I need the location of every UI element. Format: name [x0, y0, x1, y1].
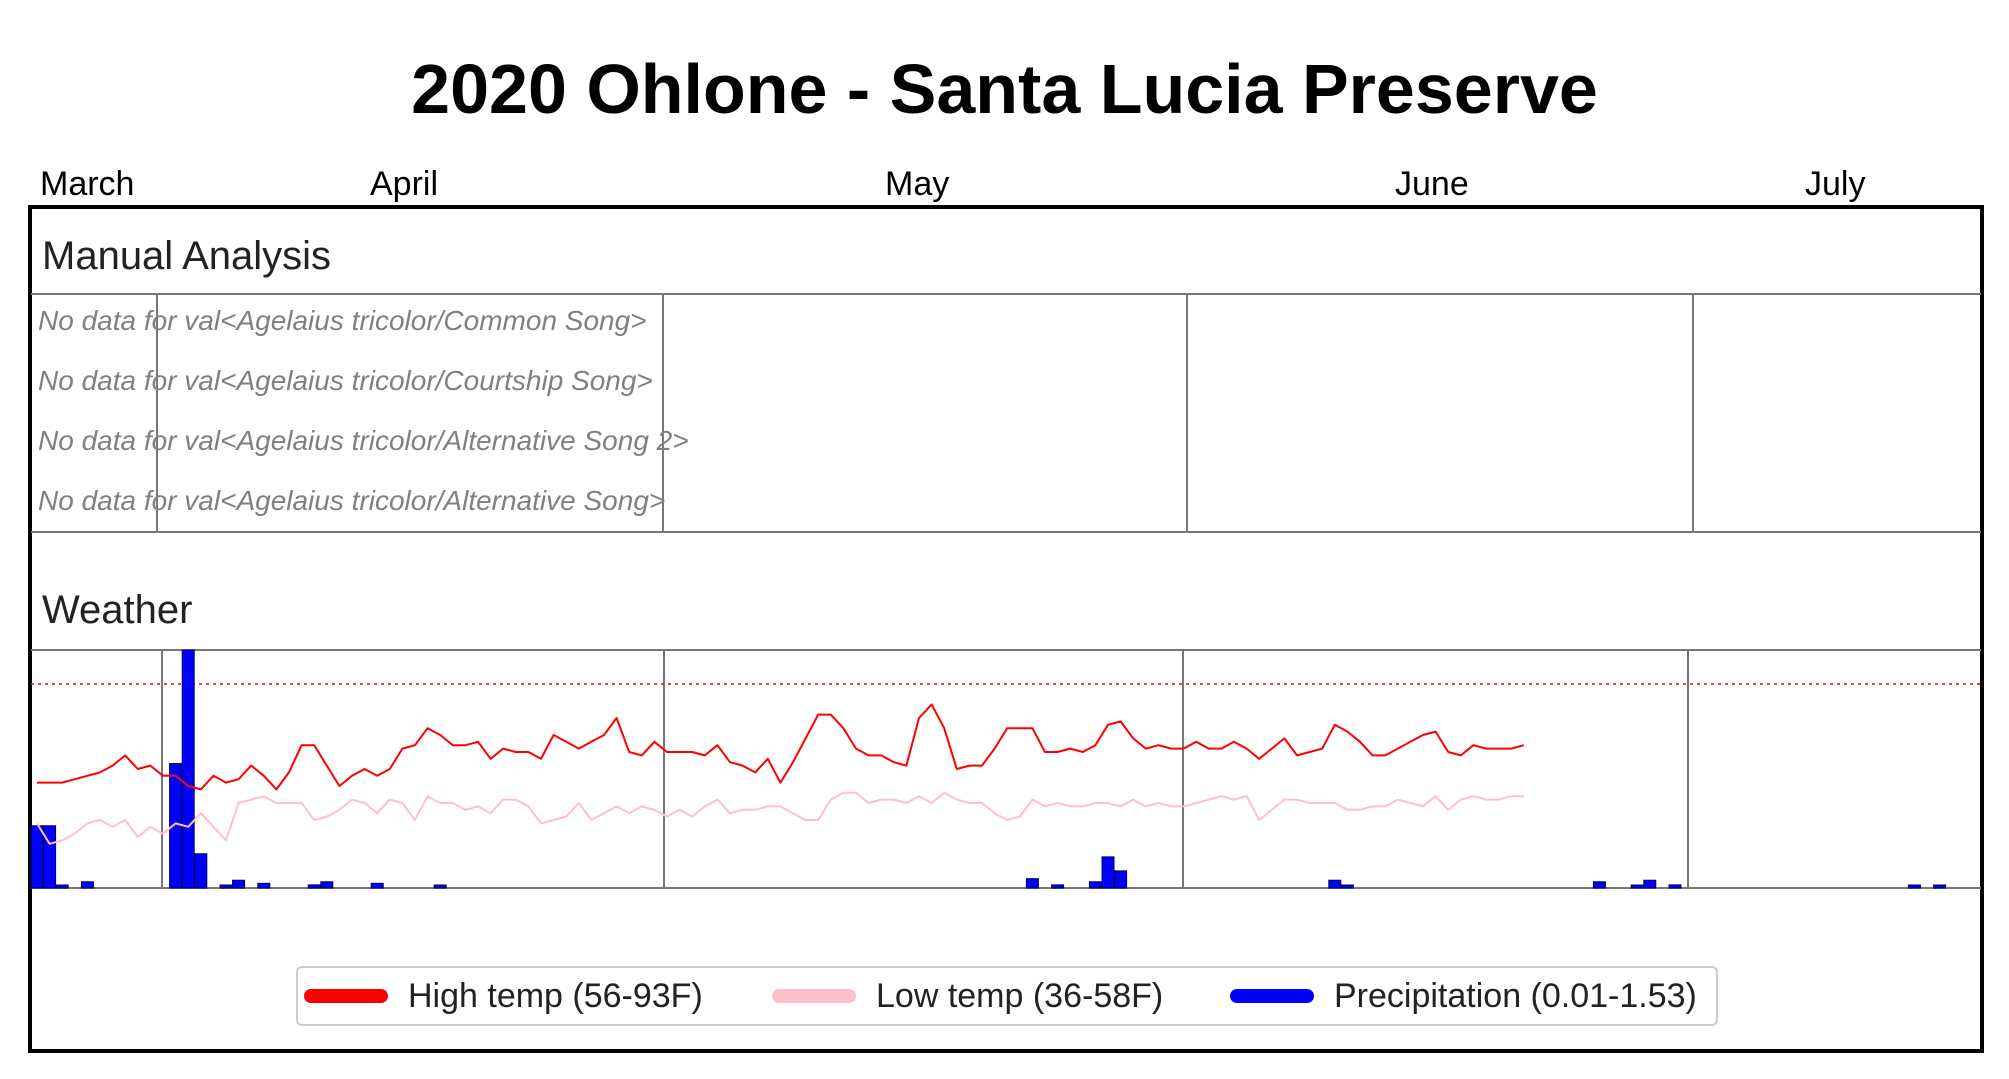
precipitation-bar: [30, 825, 44, 889]
manual-analysis-panel: [31, 293, 1981, 533]
high-temp-line: [37, 703, 1525, 791]
month-label-june: June: [1395, 165, 1469, 203]
precipitation-bar: [1643, 879, 1657, 889]
precipitation-bar: [1592, 881, 1606, 889]
precipitation-bar: [55, 884, 69, 889]
precipitation-bar: [1114, 870, 1128, 889]
precipitation-bar: [80, 881, 94, 889]
precipitation-bar: [1328, 879, 1342, 889]
legend-low-temp: Low temp (36-58F): [772, 968, 1163, 1024]
legend-high-temp: High temp (56-93F): [304, 968, 703, 1024]
legend-precipitation-swatch: [1230, 989, 1314, 1003]
month-label-march: March: [40, 165, 135, 203]
no-data-courtship-song: No data for val<Agelaius tricolor/Courts…: [38, 365, 653, 396]
precipitation-bar: [232, 879, 246, 889]
legend-high-temp-label: High temp (56-93F): [408, 976, 703, 1015]
low-temp-line: [36, 791, 1524, 845]
precipitation-bar: [320, 881, 334, 889]
no-data-common-song: No data for val<Agelaius tricolor/Common…: [38, 305, 647, 336]
legend-low-temp-label: Low temp (36-58F): [876, 976, 1164, 1015]
precipitation-bar: [43, 825, 57, 889]
month-label-may: May: [885, 165, 950, 203]
precipitation-bar: [1025, 878, 1039, 889]
weather-title: Weather: [42, 588, 193, 632]
precipitation-bar: [257, 882, 271, 889]
precipitation-bar: [1907, 884, 1921, 889]
manual-analysis-title: Manual Analysis: [42, 234, 332, 278]
precipitation-bar: [1051, 884, 1065, 889]
precipitation-bar: [1933, 884, 1947, 889]
chart-frame: [28, 205, 1984, 1053]
precipitation-bar: [433, 884, 447, 889]
precipitation-bar: [307, 884, 321, 889]
chart-title: 2020 Ohlone - Santa Lucia Preserve: [411, 50, 1598, 128]
manual-month-divider-june: [1186, 293, 1188, 533]
precipitation-bar: [1668, 884, 1682, 889]
precipitation-bar: [219, 884, 233, 889]
precipitation-bar: [181, 649, 195, 889]
precipitation-bar: [194, 853, 208, 889]
precipitation-bar: [1101, 856, 1115, 889]
manual-month-divider-may: [662, 293, 664, 533]
chart-legend: High temp (56-93F) Low temp (36-58F) Pre…: [296, 966, 1718, 1026]
month-label-july: July: [1805, 165, 1866, 203]
manual-month-divider-april: [156, 293, 158, 533]
no-data-alternative-song-2: No data for val<Agelaius tricolor/Altern…: [38, 425, 689, 456]
precipitation-bar: [1340, 884, 1354, 889]
legend-precipitation-label: Precipitation (0.01-1.53): [1334, 976, 1697, 1015]
manual-month-divider-july: [1692, 293, 1694, 533]
legend-low-temp-swatch: [772, 989, 856, 1003]
precipitation-bar: [370, 882, 384, 889]
legend-precipitation: Precipitation (0.01-1.53): [1230, 968, 1697, 1024]
no-data-alternative-song: No data for val<Agelaius tricolor/Altern…: [38, 485, 666, 516]
legend-high-temp-swatch: [304, 989, 388, 1003]
precipitation-bar: [1630, 884, 1644, 889]
month-label-april: April: [370, 165, 439, 203]
precipitation-bar: [1088, 881, 1102, 889]
